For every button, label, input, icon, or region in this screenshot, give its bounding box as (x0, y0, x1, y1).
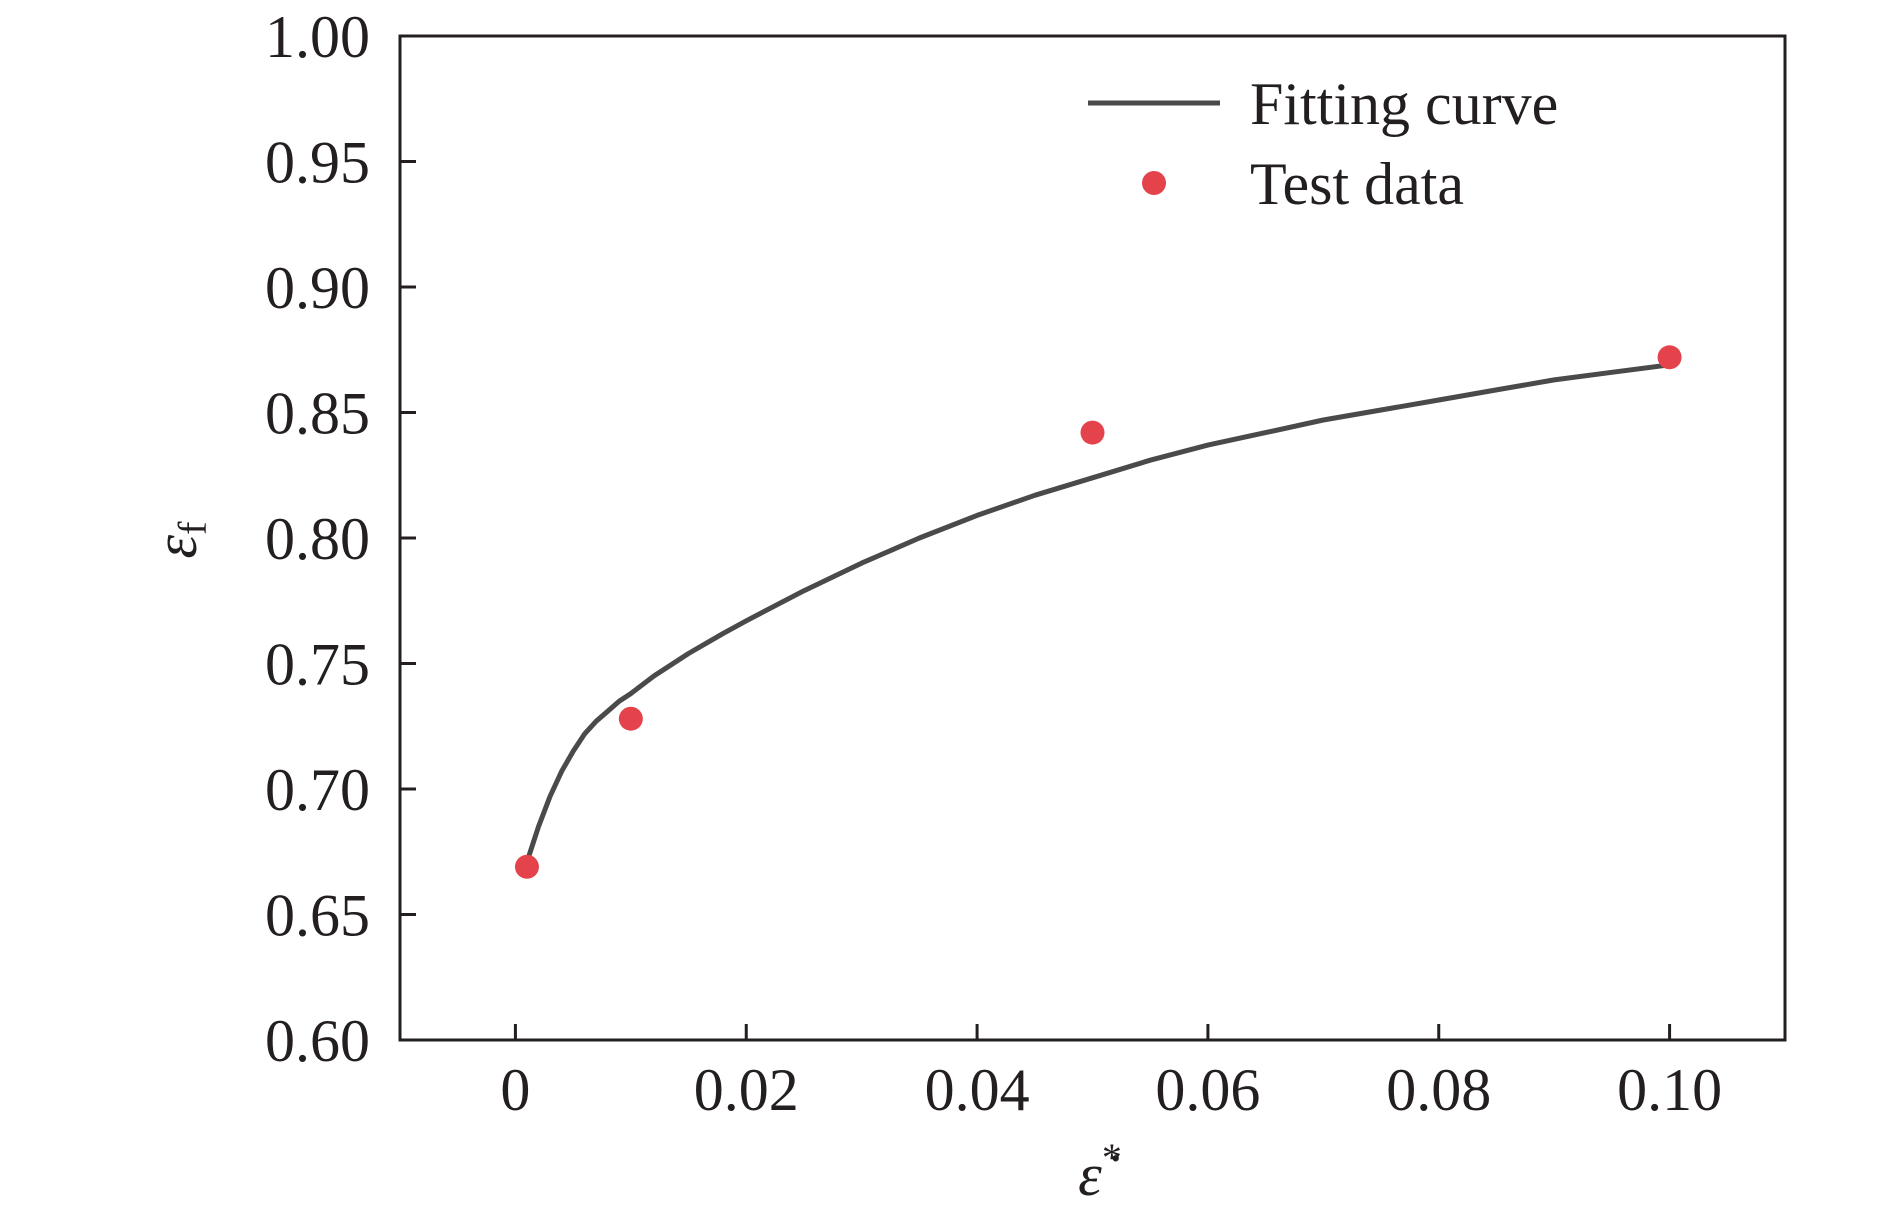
y-tick-label: 0.60 (265, 1008, 370, 1074)
legend-marker-test-data (1142, 171, 1166, 195)
series-layer (514, 345, 1682, 879)
y-axis-title-subscript: f (170, 521, 215, 535)
test-data-point (1080, 420, 1105, 445)
y-tick-label: 0.85 (265, 381, 370, 447)
y-axis-title: εf (143, 521, 215, 559)
y-tick-label: 0.80 (265, 506, 370, 572)
x-tick-label: 0.10 (1617, 1057, 1722, 1123)
y-tick-label: 0.90 (265, 255, 370, 321)
y-tick-label: 0.95 (265, 130, 370, 196)
y-tick-label: 1.00 (265, 4, 370, 70)
x-tick-label: 0 (500, 1057, 530, 1123)
y-tick-label: 0.75 (265, 632, 370, 698)
plot-area-frame (398, 34, 1787, 1042)
y-axis-ticks: 0.60 0.65 0.70 0.75 0.80 0.85 0.90 0.95 1.00 (265, 4, 416, 1074)
x-tick-label: 0.06 (1155, 1057, 1260, 1123)
legend-label-fitting-curve: Fitting curve (1250, 71, 1558, 137)
test-data-point (618, 706, 643, 731)
y-tick-label: 0.65 (265, 883, 370, 949)
legend-label-test-data: Test data (1250, 151, 1464, 217)
x-tick-label: 0.04 (925, 1057, 1030, 1123)
x-axis-ticks: 0 0.02 0.04 0.06 0.08 0.10 (500, 1024, 1722, 1123)
y-axis-title-symbol: ε (143, 534, 209, 558)
legend: Fitting curve Test data (1088, 71, 1558, 217)
x-tick-label: 0.08 (1386, 1057, 1491, 1123)
x-axis-title-superscript: * (1102, 1135, 1122, 1180)
test-data-point (514, 854, 539, 879)
x-axis-title: ε̇* (1078, 1135, 1122, 1208)
y-tick-label: 0.70 (265, 757, 370, 823)
test-data-point (1657, 345, 1682, 370)
fitting-curve-line (524, 362, 1673, 865)
x-tick-label: 0.02 (694, 1057, 799, 1123)
